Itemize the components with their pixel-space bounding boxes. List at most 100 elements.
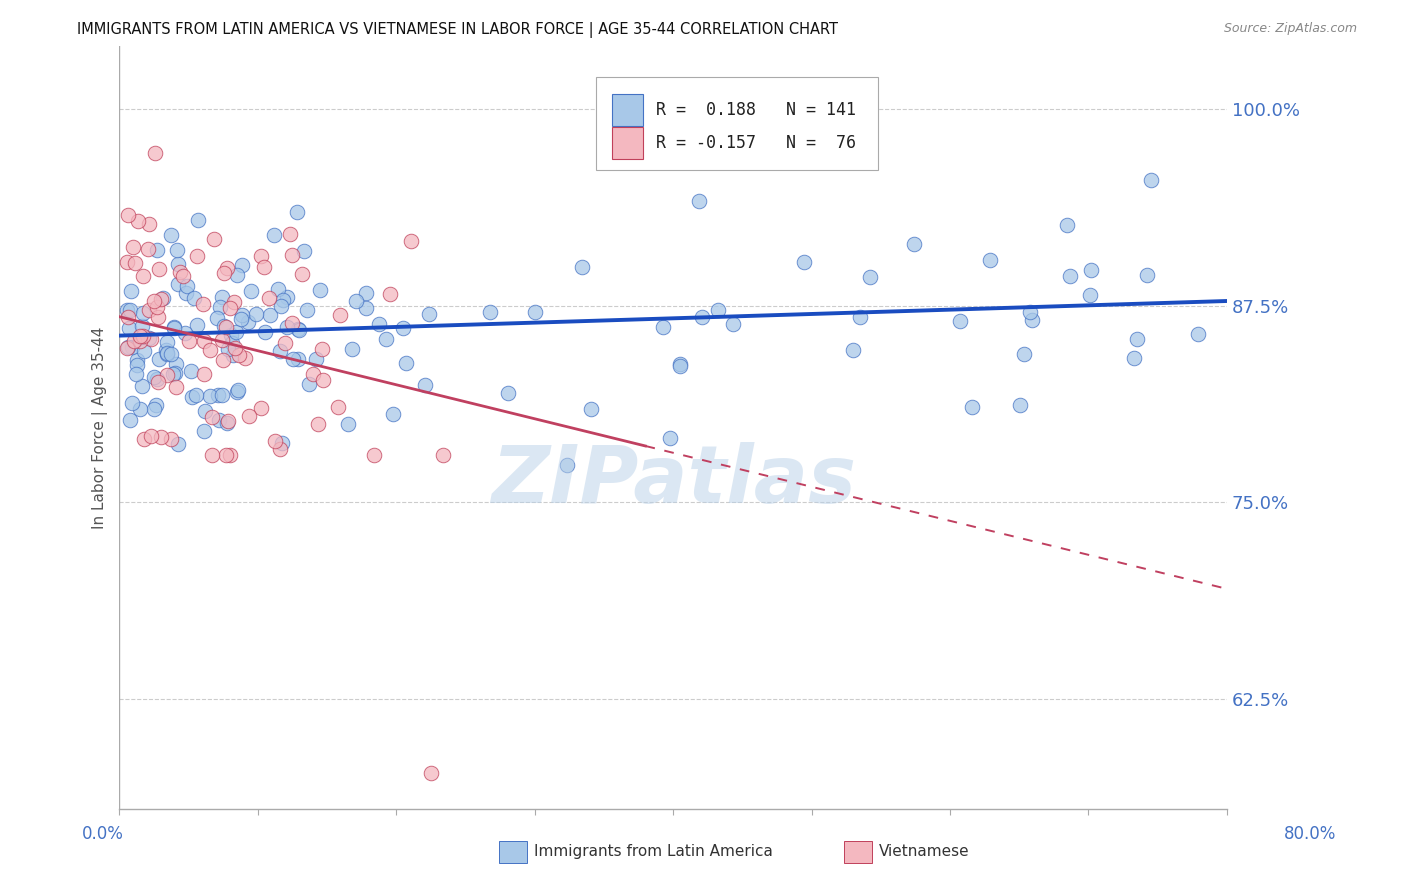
Point [146,300,169,314]
Point [132,305,155,319]
Point [193,297,215,311]
Y-axis label: In Labor Force | Age 35-44: In Labor Force | Age 35-44 [93,326,108,529]
Point [117,310,139,325]
Point [380,286,402,301]
Point [180,390,202,404]
Point [212,353,235,368]
Point [1125,332,1147,346]
Point [179,334,201,348]
Point [117,208,139,222]
Point [524,304,547,318]
Point [211,333,233,347]
Point [960,400,983,414]
Point [231,311,253,326]
Point [236,315,259,329]
Text: Vietnamese: Vietnamese [879,845,969,859]
Point [201,409,224,424]
Point [283,351,305,366]
Point [125,353,148,368]
Point [1078,288,1101,302]
Point [432,448,454,462]
Point [132,268,155,283]
Point [307,417,329,431]
Point [276,290,298,304]
Point [859,269,882,284]
Point [184,388,207,402]
Point [291,267,314,281]
Point [340,342,363,356]
Point [193,334,215,349]
Point [152,291,174,305]
Point [208,413,231,427]
Point [271,293,294,307]
Point [254,325,277,339]
Point [281,316,304,330]
Point [1059,268,1081,283]
Point [186,249,208,263]
Point [253,260,276,274]
Point [121,396,143,410]
Point [198,343,221,357]
Point [419,765,441,780]
Point [129,401,152,416]
Point [141,332,163,346]
Point [395,356,418,370]
Point [186,212,208,227]
Point [336,417,359,432]
Point [659,431,682,445]
Point [273,336,295,351]
Point [245,307,267,321]
Point [120,284,142,298]
Point [669,359,692,374]
Point [143,402,166,417]
Point [118,302,141,317]
Point [418,307,440,321]
Bar [612,94,643,126]
Point [138,303,160,318]
Point [163,321,186,335]
Point [159,432,181,446]
Point [150,430,173,444]
Point [118,320,141,334]
Point [329,308,352,322]
Point [224,341,246,355]
Point [136,243,159,257]
Point [305,351,328,366]
Point [250,401,273,415]
Point [218,301,240,315]
Point [224,295,246,310]
Point [145,372,167,386]
Point [200,389,222,403]
Point [129,330,152,344]
Point [354,301,377,315]
Point [176,286,198,301]
Point [131,378,153,392]
Point [148,261,170,276]
Point [208,300,231,314]
Point [688,194,710,208]
Point [215,319,238,334]
Point [479,304,502,318]
Point [263,228,285,243]
Point [1021,313,1043,327]
Point [132,344,155,359]
Point [169,265,191,279]
Point [167,277,190,292]
Point [167,437,190,451]
Point [120,412,142,426]
Point [413,378,436,392]
Point [285,204,308,219]
Point [142,293,165,308]
Point [145,397,167,411]
Point [231,308,253,322]
Point [217,414,239,428]
Point [652,320,675,334]
Point [1010,398,1032,412]
Point [225,385,247,400]
Point [156,335,179,350]
Point [288,323,311,337]
Point [1187,326,1209,341]
Point [124,367,146,381]
Point [124,255,146,269]
Point [156,346,179,360]
